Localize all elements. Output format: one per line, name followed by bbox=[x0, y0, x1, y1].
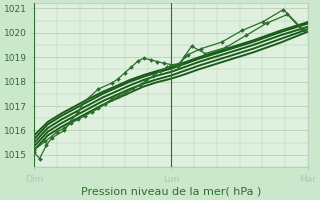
X-axis label: Pression niveau de la mer( hPa ): Pression niveau de la mer( hPa ) bbox=[81, 187, 261, 197]
